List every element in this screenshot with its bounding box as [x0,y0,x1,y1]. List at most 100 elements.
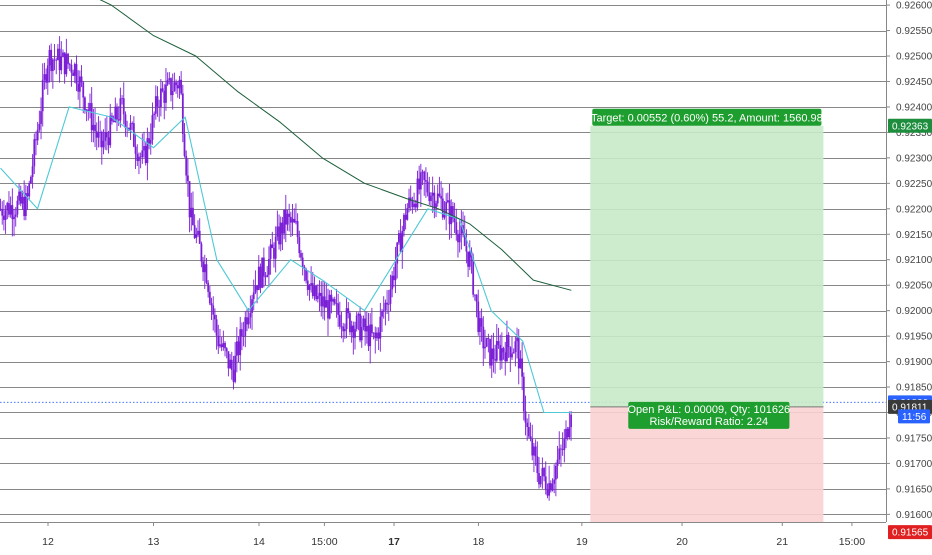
candle-body-88 [148,138,150,144]
position-tool[interactable] [590,125,824,535]
candle-body-140 [235,341,238,356]
candle-body-328 [553,479,556,484]
candle-body-138 [232,369,235,382]
candle-body-31 [51,59,54,72]
candle-body-321 [541,468,544,477]
candle-body-143 [241,329,243,337]
candle-body-294 [495,341,498,361]
price-tick-label-0: 0.92600 [896,1,932,12]
candle-body-166 [279,222,282,245]
target-zone[interactable] [590,125,824,407]
candle-body-122 [205,264,208,283]
candle-body-284 [479,318,481,332]
candle-body-53 [89,103,91,111]
candle-body-38 [63,52,66,75]
candle-body-242 [408,197,410,209]
candle-body-249 [419,172,422,190]
candle-body-85 [143,146,145,151]
candle-body-222 [374,332,377,339]
candle-body-146 [246,317,248,325]
candle-body-325 [548,483,551,496]
candle-body-123 [207,282,210,292]
candle-body-3 [4,210,7,220]
candle-body-254 [428,192,431,202]
position-labels: Target: 0.00552 (0.60%) 55.2, Amount: 15… [591,108,823,429]
candle-body-41 [68,63,71,65]
candle-body-238 [401,231,404,252]
candle-body-136 [229,359,231,369]
candle-body-7 [11,205,14,220]
pnl-label-line1: Open P&L: 0.00009, Qty: 101626 [628,404,791,416]
candle-body-173 [291,218,294,223]
candle-body-336 [566,428,569,438]
price-axis-bg [886,0,932,550]
candle-body-224 [377,332,380,339]
candle-body-15 [24,193,27,217]
candle-body-311 [524,411,527,423]
candle-body-40 [67,53,69,64]
candle-body-102 [171,90,174,96]
candle-body-306 [516,337,518,342]
candle-body-298 [502,348,505,353]
candle-body-120 [202,261,204,273]
candle-body-165 [278,226,280,245]
candle-body-128 [215,319,218,336]
candle-body-289 [487,338,490,339]
candle-body-36 [60,56,63,71]
candle-body-37 [62,52,64,57]
candle-body-91 [153,113,156,116]
candle-body-9 [14,214,17,217]
candle-body-244 [411,201,414,208]
candle-body-262 [441,198,444,218]
candle-body-329 [554,466,557,480]
candle-body-326 [549,483,552,491]
candle-body-19 [31,166,34,178]
candle-body-66 [111,115,113,122]
candle-body-237 [399,233,402,252]
candle-body-35 [58,48,61,71]
candle-body-201 [338,314,341,327]
candle-body-287 [484,346,486,349]
candle-body-227 [382,310,385,312]
price-tag-label-2: 0.91811 [892,402,928,413]
candle-body-327 [551,483,554,491]
candle-body-194 [327,300,329,319]
candle-body-243 [409,197,412,202]
candle-body-78 [131,123,134,124]
time-tick-label-1: 13 [148,536,160,548]
candle-body-107 [180,79,183,94]
candle-body-312 [526,422,529,427]
candle-body-300 [506,334,508,362]
price-tick-label-19: 0.91650 [896,484,932,495]
candle-body-84 [141,150,144,158]
time-tick-label-9: 15:00 [839,536,865,548]
candle-body-198 [333,299,336,304]
candle-body-248 [418,178,421,190]
candle-body-69 [116,106,118,120]
candle-body-124 [208,291,211,304]
candle-body-116 [195,234,198,238]
candle-body-27 [45,74,48,83]
price-tick-label-7: 0.92250 [896,179,932,190]
candle-body-276 [465,245,468,252]
candle-body-302 [509,347,512,358]
candle-body-97 [163,90,166,103]
candle-body-39 [65,53,68,75]
candle-body-213 [359,313,361,341]
candle-body-217 [365,325,368,332]
candles [0,36,572,501]
candle-body-259 [436,193,439,204]
candle-body-293 [494,359,497,361]
candle-body-236 [397,233,400,243]
candle-body-109 [183,133,186,156]
time-tick-label-5: 18 [473,536,485,548]
candle-body-94 [158,106,161,108]
candle-body-331 [558,448,561,460]
candle-body-105 [176,85,179,89]
candle-body-99 [166,80,169,85]
candle-body-6 [9,205,12,215]
price-tick-label-15: 0.91850 [896,383,932,394]
candle-body-266 [448,200,451,225]
